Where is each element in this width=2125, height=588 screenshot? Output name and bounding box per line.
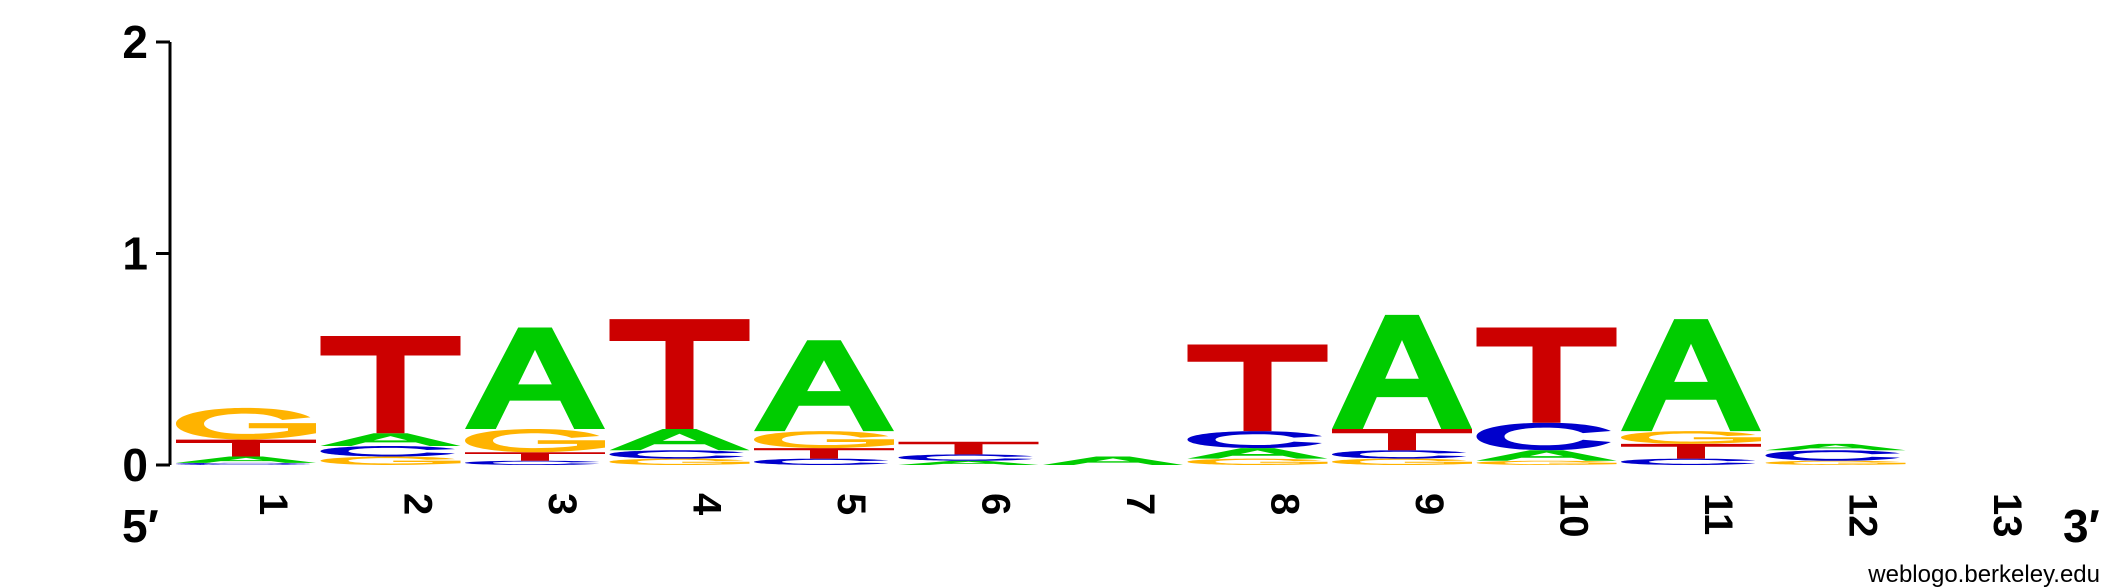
x-tick-label: 4 — [685, 493, 729, 516]
x-tick-label: 7 — [1118, 493, 1162, 515]
three-prime-label: 3′ — [2063, 500, 2100, 552]
letter-stacks — [176, 314, 1906, 465]
x-tick-label: 3 — [540, 493, 584, 515]
letter-G-pos-9 — [1332, 458, 1472, 465]
letter-C-pos-2 — [320, 445, 455, 457]
letter-A-pos-1 — [176, 456, 316, 463]
letter-T-pos-5 — [754, 448, 894, 459]
letter-T-pos-1 — [176, 439, 316, 457]
letter-G-pos-3 — [465, 429, 605, 453]
letter-G-pos-12 — [1765, 460, 1906, 465]
letter-A-pos-4 — [609, 429, 750, 451]
letter-A-pos-11 — [1621, 319, 1761, 432]
x-tick-label: 10 — [1552, 493, 1596, 538]
letter-A-pos-8 — [1187, 448, 1328, 459]
y-tick-label: 0 — [122, 439, 148, 491]
x-tick-label: 6 — [974, 493, 1018, 515]
letter-G-pos-1 — [176, 407, 316, 440]
letter-T-pos-8 — [1187, 344, 1328, 432]
letter-T-pos-11 — [1621, 443, 1761, 459]
weblogo-credit: weblogo.berkeley.edu — [1867, 561, 2100, 588]
letter-C-pos-5 — [754, 458, 889, 465]
x-tick-label: 2 — [396, 493, 440, 515]
letter-C-pos-3 — [465, 460, 600, 465]
letter-T-pos-10 — [1476, 327, 1617, 423]
axes: 0 1 2 — [122, 16, 172, 491]
five-prime-label: 5′ — [122, 500, 159, 552]
letter-C-pos-10 — [1476, 422, 1611, 451]
letter-C-pos-1 — [176, 462, 311, 465]
y-tick-label: 1 — [122, 228, 148, 280]
letter-A-pos-2 — [320, 433, 461, 446]
x-tick-label: 13 — [1985, 493, 2029, 538]
letter-T-pos-6 — [898, 441, 1039, 455]
letter-G-pos-10 — [1476, 460, 1617, 465]
letter-C-pos-4 — [609, 450, 744, 459]
x-tick-label: 9 — [1407, 493, 1451, 515]
letter-G-pos-4 — [609, 458, 750, 465]
x-tick-label: 1 — [251, 493, 295, 515]
y-tick-label: 2 — [122, 16, 148, 68]
letter-G-pos-5 — [754, 431, 894, 449]
letter-T-pos-9 — [1332, 429, 1472, 451]
letter-A-pos-5 — [754, 340, 894, 432]
letter-G-pos-8 — [1187, 458, 1328, 465]
letter-T-pos-3 — [465, 452, 605, 461]
x-tick-labels: 1 2 3 4 5 6 7 8 9 10 11 12 13 — [251, 493, 2029, 538]
letter-G-pos-11 — [1621, 431, 1761, 444]
letter-A-pos-9 — [1332, 314, 1472, 430]
letter-A-pos-10 — [1476, 450, 1617, 461]
x-tick-label: 12 — [1841, 493, 1885, 538]
letter-A-pos-3 — [465, 327, 605, 430]
letter-C-pos-11 — [1621, 458, 1756, 465]
x-tick-label: 8 — [1263, 493, 1307, 515]
x-tick-label: 11 — [1696, 493, 1740, 535]
letter-G-pos-2 — [320, 456, 461, 465]
letter-A-pos-6 — [898, 460, 1039, 465]
letter-C-pos-6 — [898, 454, 1033, 461]
letter-T-pos-4 — [609, 319, 750, 430]
letter-T-pos-2 — [320, 335, 461, 434]
letter-A-pos-12 — [1765, 443, 1906, 451]
letter-C-pos-8 — [1187, 431, 1322, 449]
x-tick-label: 5 — [829, 493, 873, 515]
letter-C-pos-12 — [1765, 450, 1900, 461]
letter-A-pos-7 — [1043, 456, 1183, 465]
letter-C-pos-9 — [1332, 450, 1467, 459]
